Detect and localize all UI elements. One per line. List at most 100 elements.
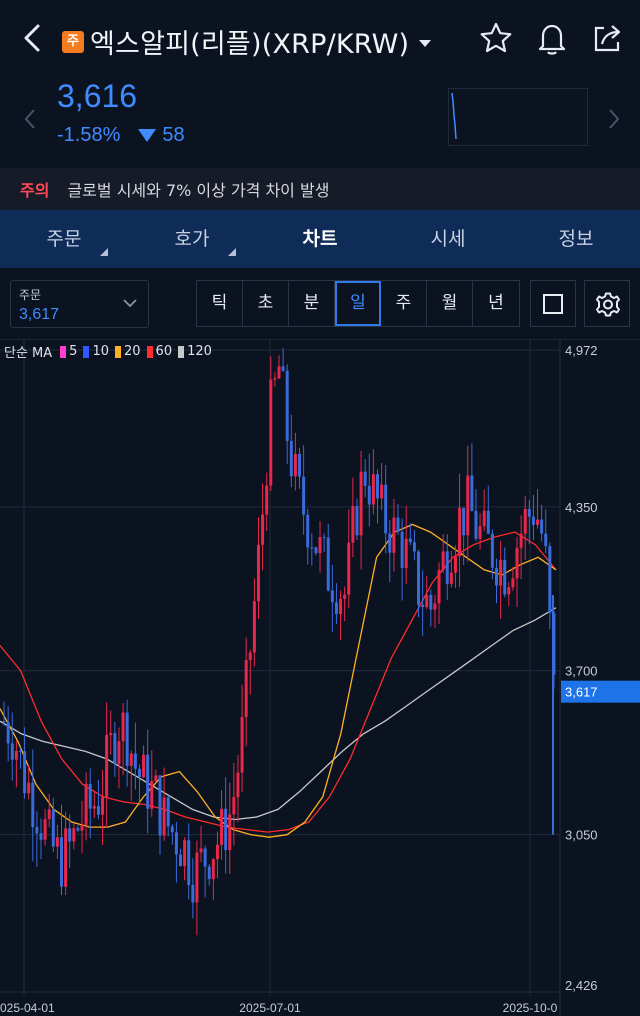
price-change: -1.58% 58 — [57, 124, 185, 147]
candle-body — [105, 735, 109, 798]
period-tick[interactable]: 틱 — [197, 281, 243, 326]
mini-chart — [448, 88, 588, 146]
chart-toolbar: 주문 3,617 틱 초 분 일 주 월 년 — [0, 268, 640, 340]
candle-body — [548, 546, 552, 614]
ma-legend-title: 단순 MA — [4, 346, 53, 361]
order-select-label: 주문 — [19, 288, 42, 302]
candle-body — [458, 507, 462, 557]
tab-order[interactable]: 주문 — [0, 210, 128, 268]
tab-chart[interactable]: 차트 — [256, 210, 384, 268]
candle-body — [187, 840, 191, 885]
candle-body — [162, 797, 166, 836]
ma10-label: 10 — [92, 344, 109, 359]
tab-orderbook[interactable]: 호가 — [128, 210, 256, 268]
tab-label: 시세 — [430, 228, 466, 250]
candle-body — [302, 476, 306, 515]
candle-body — [113, 733, 117, 765]
y-tick-label: 2,426 — [565, 978, 598, 993]
candle-body — [462, 507, 466, 536]
candle-body — [117, 741, 121, 765]
prev-asset-button[interactable] — [18, 104, 42, 134]
candle-body — [281, 366, 285, 371]
period-day[interactable]: 일 — [335, 281, 381, 326]
price-chart[interactable]: 단순 MA 5 10 20 60 120 4,972 4,350 3,700 3,05… — [0, 340, 640, 1016]
candle-body — [527, 508, 531, 517]
price-gap-warning: 주의 글로벌 시세와 7% 이상 가격 차이 발생 — [0, 168, 640, 210]
period-week[interactable]: 주 — [381, 281, 427, 326]
period-month[interactable]: 월 — [427, 281, 473, 326]
back-button[interactable] — [14, 18, 50, 58]
current-price: 3,616 — [57, 78, 138, 114]
corner-indicator-icon — [100, 248, 108, 256]
candle-body — [195, 852, 199, 903]
ma5-label: 5 — [69, 344, 78, 359]
candle-body — [68, 828, 72, 842]
warning-label: 주의 — [20, 181, 50, 200]
candle-body — [142, 754, 146, 778]
y-tick-label: 4,350 — [565, 500, 598, 515]
candle-body — [285, 370, 289, 441]
period-year[interactable]: 년 — [488, 293, 504, 313]
candle-body — [388, 533, 392, 553]
candle-body — [417, 551, 421, 605]
candle-body — [150, 781, 154, 809]
candle-body — [503, 559, 507, 595]
candle-body — [14, 750, 18, 760]
candle-body — [523, 508, 527, 534]
ma20-label: 20 — [124, 344, 141, 359]
candle-body — [273, 378, 277, 380]
share-button[interactable] — [588, 18, 628, 58]
favorite-button[interactable] — [476, 18, 516, 58]
candle-body — [343, 594, 347, 599]
period-selector: 틱 초 분 일 주 월 년 — [196, 280, 520, 327]
candle-body — [125, 712, 129, 766]
chart-settings-button[interactable] — [584, 280, 630, 327]
period-second[interactable]: 초 — [243, 281, 289, 326]
candle-body — [425, 594, 429, 608]
top-bar: 주 엑스알피(리플)(XRP/KRW) — [0, 0, 640, 76]
ma20-swatch — [115, 345, 121, 358]
candle-body — [35, 827, 39, 834]
title-dropdown[interactable]: 주 엑스알피(리플)(XRP/KRW) — [62, 22, 432, 61]
price-summary: 3,616 -1.58% 58 — [0, 76, 640, 168]
down-triangle-icon — [138, 129, 157, 143]
tab-info[interactable]: 정보 — [512, 210, 640, 268]
candle-body — [265, 485, 269, 515]
ma120-label: 120 — [187, 344, 212, 359]
candle-body — [158, 775, 162, 836]
candle-body — [347, 542, 351, 595]
candle-body — [515, 547, 519, 579]
candle-body — [23, 751, 27, 794]
next-asset-button[interactable] — [602, 104, 626, 134]
candle-body — [380, 484, 384, 499]
candle-body — [215, 844, 219, 860]
candle-body — [351, 506, 355, 543]
candle-body — [544, 533, 548, 547]
candle-body — [207, 866, 211, 880]
tab-quotes[interactable]: 시세 — [384, 210, 512, 268]
candle-body — [179, 854, 183, 867]
candle-body — [31, 782, 35, 828]
candle-body — [478, 526, 482, 539]
candle-body — [121, 712, 125, 742]
candle-body — [330, 590, 334, 603]
candle-body — [322, 537, 326, 539]
candle-body — [306, 514, 310, 548]
candle-body — [396, 517, 400, 532]
order-select[interactable]: 주문 3,617 — [10, 280, 149, 328]
x-tick-label: 2025-04-01 — [0, 1001, 55, 1015]
alert-button[interactable] — [532, 18, 572, 58]
candle-body — [429, 594, 433, 610]
period-minute[interactable]: 분 — [289, 281, 335, 326]
ma10-swatch — [83, 345, 90, 358]
fullscreen-button[interactable] — [530, 280, 576, 327]
candles — [2, 348, 556, 936]
bell-icon — [538, 24, 566, 55]
candle-body — [240, 717, 244, 773]
candle-body — [511, 578, 515, 588]
candle-body — [437, 569, 441, 604]
candle-body — [203, 848, 207, 867]
candle-body — [507, 587, 511, 595]
candle-body — [248, 652, 252, 661]
y-tick-label: 4,972 — [565, 343, 598, 358]
